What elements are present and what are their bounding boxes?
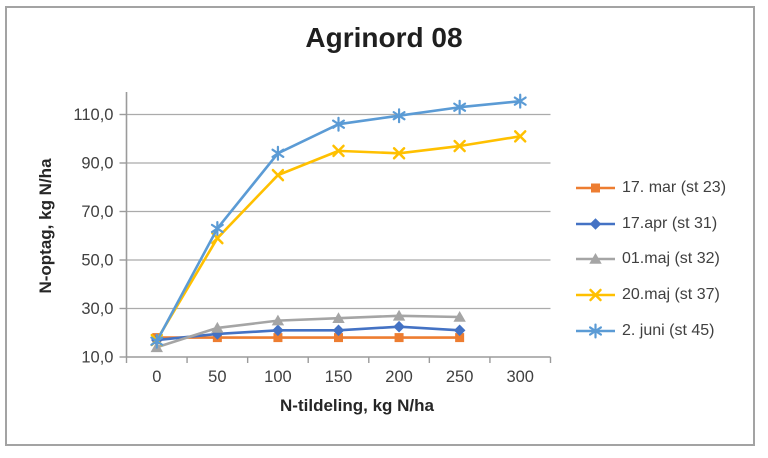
series-line bbox=[155, 99, 522, 343]
tick-labels: 10,0 30,0 50,0 70,0 90,0 110,0 0 50 100 150 200 250… bbox=[73, 106, 534, 386]
data-point-marker bbox=[392, 108, 406, 124]
y-tick-label: 30,0 bbox=[81, 300, 113, 318]
data-point-marker bbox=[271, 145, 285, 161]
data-point-marker bbox=[332, 312, 345, 323]
data-point-marker bbox=[394, 333, 404, 343]
data-point-marker bbox=[332, 324, 345, 337]
y-tick-label: 90,0 bbox=[81, 155, 113, 173]
data-point-marker bbox=[513, 130, 527, 143]
data-point-marker bbox=[453, 139, 466, 153]
y-tick-label: 110,0 bbox=[73, 106, 113, 124]
x-tick-label: 150 bbox=[325, 368, 353, 386]
series-01-maj-st-32- bbox=[150, 309, 466, 353]
data-point-marker bbox=[332, 116, 345, 132]
x-tick-label: 50 bbox=[208, 368, 226, 386]
x-tick-label: 300 bbox=[506, 368, 534, 386]
chart-border bbox=[5, 6, 755, 446]
x-tick-label: 250 bbox=[446, 368, 474, 386]
series-line bbox=[155, 314, 461, 349]
x-axis-title: N-tildeling, kg N/ha bbox=[280, 396, 434, 415]
axes bbox=[119, 92, 552, 363]
series-2-juni-st-45- bbox=[150, 93, 527, 349]
data-point-marker bbox=[334, 333, 343, 343]
data-point-marker bbox=[453, 99, 467, 115]
data-point-marker bbox=[513, 93, 527, 109]
y-tick-label: 50,0 bbox=[81, 252, 113, 270]
data-point-marker bbox=[453, 324, 466, 337]
data-point-marker bbox=[273, 333, 283, 343]
data-point-marker bbox=[211, 321, 224, 333]
data-point-marker bbox=[272, 324, 284, 337]
data-point-marker bbox=[453, 310, 466, 322]
chart-title: Agrinord 08 bbox=[305, 22, 463, 53]
series-20-maj-st-37- bbox=[150, 130, 527, 347]
x-tick-label: 0 bbox=[152, 368, 161, 386]
data-point-marker bbox=[455, 333, 465, 343]
y-tick-label: 70,0 bbox=[81, 203, 113, 221]
x-tick-label: 100 bbox=[264, 368, 292, 386]
data-point-marker bbox=[332, 144, 345, 158]
gridlines bbox=[126, 113, 551, 310]
data-point-marker bbox=[393, 320, 405, 333]
y-tick-label: 10,0 bbox=[81, 349, 113, 367]
series-17-apr-st-31- bbox=[150, 320, 466, 346]
data-point-marker bbox=[392, 147, 406, 160]
x-tick-label: 200 bbox=[385, 368, 413, 386]
series-line bbox=[155, 325, 461, 342]
data-point-marker bbox=[271, 168, 285, 182]
data-point-marker bbox=[210, 220, 224, 236]
data-point-marker bbox=[271, 314, 285, 326]
data-point-marker bbox=[392, 309, 406, 321]
data-point-marker bbox=[150, 333, 164, 349]
